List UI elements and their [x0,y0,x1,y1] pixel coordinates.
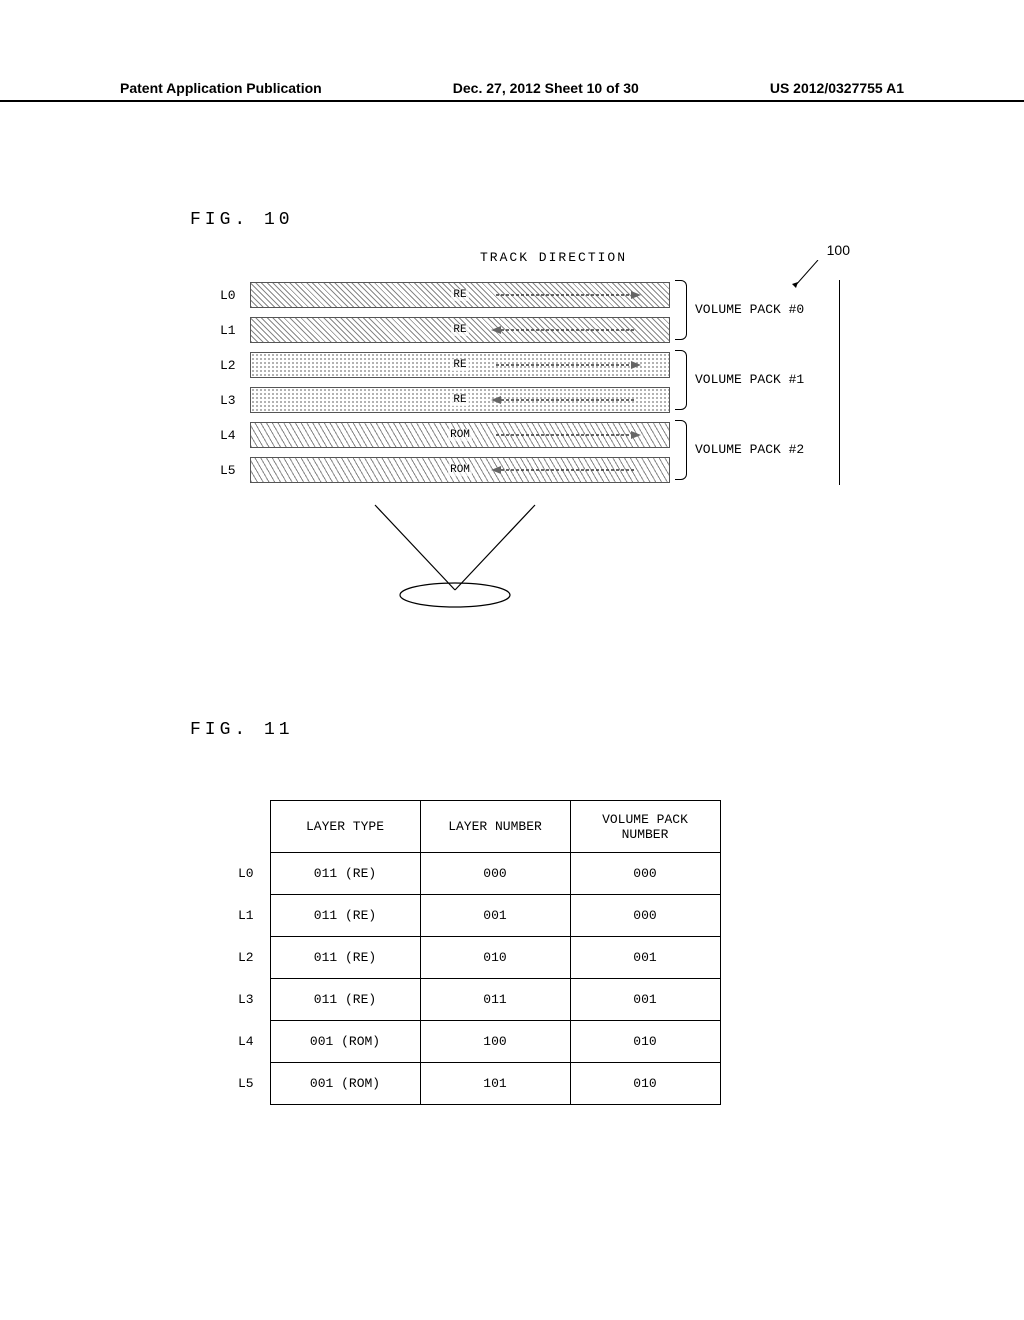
row-label: L5 [230,1063,270,1105]
layer-type-text: RE [451,359,468,371]
header-right: US 2012/0327755 A1 [770,80,904,96]
fig10-diagram: TRACK DIRECTION 100 L0REL1REL2REL3REL4RO… [220,280,840,490]
brace [675,280,687,340]
arrow-left-icon [491,465,641,475]
table-row: L4001 (ROM)100010 [230,1021,720,1063]
table-cell: 011 (RE) [270,979,420,1021]
volume-pack-label: VOLUME PACK #2 [695,442,804,457]
arrow-left-icon [491,395,641,405]
table-cell: 000 [570,853,720,895]
brace [675,350,687,410]
layer-id: L1 [220,323,250,338]
layer-row: L1 RE [220,315,839,345]
layer-type-text: RE [451,394,468,406]
layer-id: L5 [220,463,250,478]
arrow-left-icon [491,325,641,335]
layer-id: L4 [220,428,250,443]
table-cell: 001 [570,979,720,1021]
layer-type-text: ROM [448,429,472,441]
col-header-type: LAYER TYPE [270,801,420,853]
table-cell: 010 [570,1063,720,1105]
table-row: L2011 (RE)010001 [230,937,720,979]
layer-bar: RE [250,387,670,413]
table-cell: 100 [420,1021,570,1063]
table-row: L1011 (RE)001000 [230,895,720,937]
volume-pack-label: VOLUME PACK #0 [695,302,804,317]
layer-type-text: RE [451,289,468,301]
fig11-table-container: LAYER TYPE LAYER NUMBER VOLUME PACK NUMB… [230,800,721,1105]
table-cell: 011 (RE) [270,937,420,979]
table-cell: 011 [420,979,570,1021]
table-cell: 000 [420,853,570,895]
layer-row: L5 ROM [220,455,839,485]
arrow-right-icon [491,290,641,300]
layer-bar: RE [250,317,670,343]
arrow-right-icon [491,430,641,440]
table-cell: 011 (RE) [270,853,420,895]
fig11-label: FIG. 11 [190,720,294,740]
callout-100: 100 [827,242,850,258]
layer-id: L0 [220,288,250,303]
table-cell: 000 [570,895,720,937]
table-cell: 001 [420,895,570,937]
table-corner [230,801,270,853]
col-header-vp: VOLUME PACK NUMBER [570,801,720,853]
track-direction-label: TRACK DIRECTION [480,250,627,265]
row-label: L4 [230,1021,270,1063]
volume-pack-label: VOLUME PACK #1 [695,372,804,387]
layer-type-text: RE [451,324,468,336]
layer-table: LAYER TYPE LAYER NUMBER VOLUME PACK NUMB… [230,800,721,1105]
row-label: L2 [230,937,270,979]
layer-id: L2 [220,358,250,373]
arrow-right-icon [491,360,641,370]
layer-id: L3 [220,393,250,408]
row-label: L3 [230,979,270,1021]
layer-type-text: ROM [448,464,472,476]
table-cell: 001 [570,937,720,979]
header-left: Patent Application Publication [120,80,322,96]
layer-bar: ROM [250,422,670,448]
col-header-number: LAYER NUMBER [420,801,570,853]
page-header: Patent Application Publication Dec. 27, … [0,80,1024,102]
layer-bar: RE [250,282,670,308]
table-cell: 001 (ROM) [270,1063,420,1105]
brace [675,420,687,480]
table-row: L0011 (RE)000000 [230,853,720,895]
table-row: L3011 (RE)011001 [230,979,720,1021]
table-cell: 011 (RE) [270,895,420,937]
table-cell: 001 (ROM) [270,1021,420,1063]
row-label: L1 [230,895,270,937]
table-cell: 010 [570,1021,720,1063]
layer-row: L3 RE [220,385,839,415]
table-cell: 010 [420,937,570,979]
table-row: L5001 (ROM)101010 [230,1063,720,1105]
row-label: L0 [230,853,270,895]
laser-cone [370,500,540,610]
fig10-label: FIG. 10 [190,210,294,230]
table-cell: 101 [420,1063,570,1105]
layer-bar: RE [250,352,670,378]
layer-bar: ROM [250,457,670,483]
header-center: Dec. 27, 2012 Sheet 10 of 30 [453,80,639,96]
